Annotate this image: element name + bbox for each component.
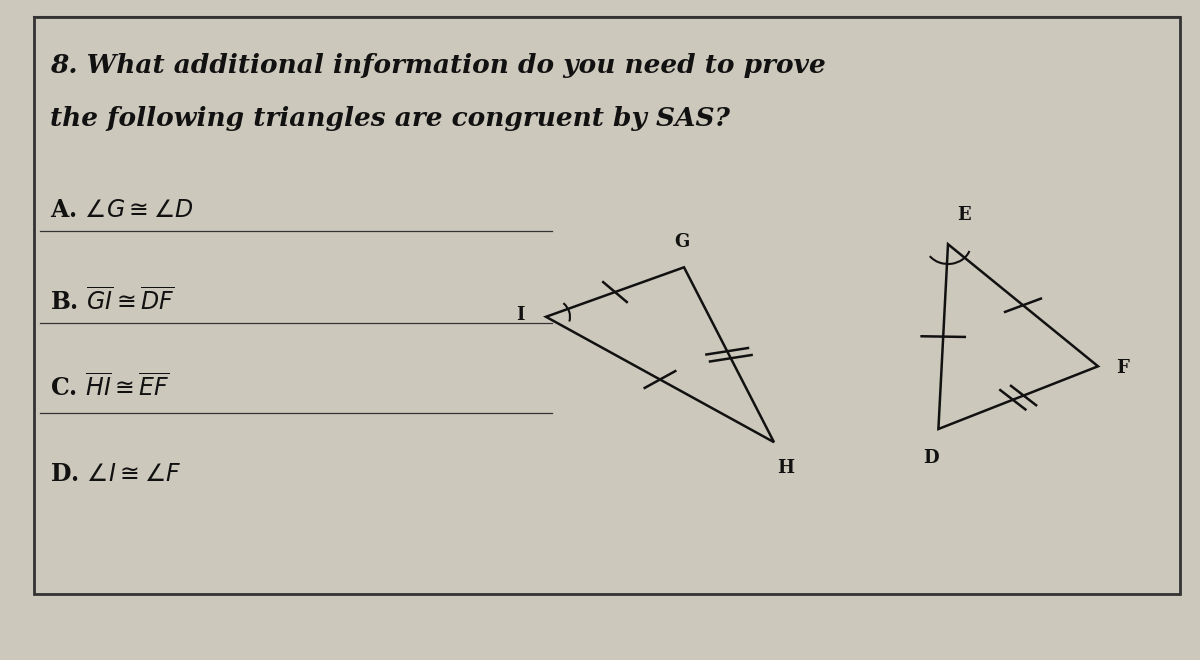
Text: C. $\overline{HI} \cong \overline{EF}$: C. $\overline{HI} \cong \overline{EF}$ (50, 373, 170, 401)
Text: F: F (1116, 358, 1129, 377)
Text: A. $\angle G \cong \angle D$: A. $\angle G \cong \angle D$ (50, 198, 194, 222)
Text: the following triangles are congruent by SAS?: the following triangles are congruent by… (50, 106, 731, 131)
Text: H: H (778, 459, 794, 477)
Text: 8. What additional information do you need to prove: 8. What additional information do you ne… (50, 53, 826, 78)
Text: E: E (958, 207, 971, 224)
Text: B. $\overline{GI} \cong \overline{DF}$: B. $\overline{GI} \cong \overline{DF}$ (50, 287, 175, 315)
Text: D: D (923, 449, 940, 467)
Text: D. $\angle I \cong \angle F$: D. $\angle I \cong \angle F$ (50, 462, 181, 486)
Text: G: G (674, 233, 689, 251)
Text: I: I (516, 306, 524, 325)
